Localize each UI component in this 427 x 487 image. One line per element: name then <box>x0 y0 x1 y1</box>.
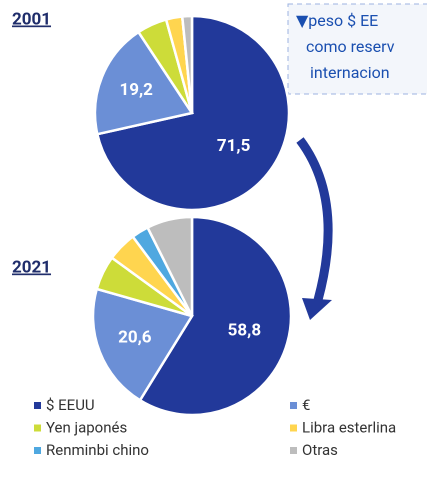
pie-slice <box>138 215 293 417</box>
legend-swatch <box>290 424 297 432</box>
legend-swatch <box>290 447 297 454</box>
pie-slice <box>180 14 194 114</box>
legend-swatch <box>34 447 41 454</box>
legend-label: $ EEUU <box>46 396 95 414</box>
pie-slice <box>145 215 194 317</box>
pie-slice <box>93 30 195 136</box>
value-label: 20,6 <box>118 328 152 348</box>
value-label: 71,5 <box>217 136 251 156</box>
arrow-head <box>302 298 332 320</box>
chart-title: 2021 <box>12 257 51 277</box>
legend-label: Renminbi chino <box>46 441 149 459</box>
legend-swatch <box>34 424 41 432</box>
legend-label: Yen japonés <box>46 418 127 436</box>
value-label: 19,2 <box>119 80 153 100</box>
value-label: 58,8 <box>228 320 261 340</box>
legend-label: € <box>302 396 310 414</box>
annotation: como reserv <box>306 37 395 56</box>
annotation-box <box>287 3 427 95</box>
annotation: ▼peso $ EE <box>296 11 378 30</box>
legend-swatch <box>34 402 41 409</box>
arrow <box>296 137 333 302</box>
chart-title: 2001 <box>12 9 51 29</box>
legend-label: Libra esterlina <box>302 418 396 436</box>
pie-slice <box>91 287 194 402</box>
annotation: internacion <box>310 63 390 82</box>
legend-label: Otras <box>302 441 338 459</box>
legend-swatch <box>290 402 297 409</box>
